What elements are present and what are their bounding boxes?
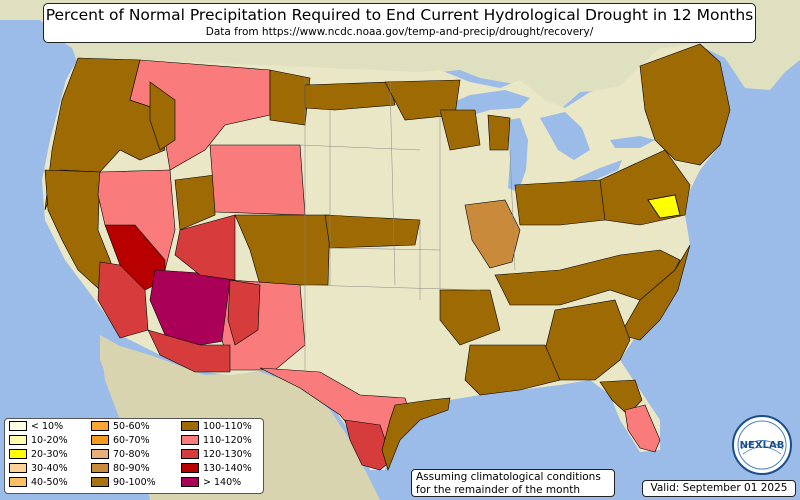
map-title: Percent of Normal Precipitation Required…: [45, 6, 754, 24]
drought-idaho: [149, 81, 176, 151]
drought-gulf-coast: [464, 344, 561, 396]
legend-swatch: [9, 420, 27, 431]
map-subtitle: Data from https://www.ncdc.noaa.gov/temp…: [205, 26, 594, 38]
legend-item: 100-110%: [181, 420, 252, 433]
nexlab-logo: NEXLAB: [732, 415, 792, 475]
legend-item: 60-70%: [91, 434, 150, 447]
lake-erie: [568, 160, 622, 182]
lake-ontario: [610, 136, 655, 148]
legend-swatch: [91, 476, 109, 487]
drought-south-texas: [344, 419, 393, 471]
assumption-note: Assuming climatological conditions for t…: [411, 469, 615, 497]
legend-swatch: [9, 448, 27, 459]
legend-swatch: [91, 434, 109, 445]
drought-western-new-mexico: [227, 279, 261, 346]
drought-nebraska: [324, 214, 421, 249]
drought-maryland: [647, 194, 681, 219]
legend-swatch: [9, 434, 27, 445]
drought-north-dakota: [304, 81, 396, 111]
legend-swatch: [181, 476, 199, 487]
legend-swatch: [181, 420, 199, 431]
legend-swatch: [9, 476, 27, 487]
lake-huron: [540, 112, 590, 160]
drought-florida-south: [624, 404, 661, 453]
legend-swatch: [9, 462, 27, 473]
title-box: Percent of Normal Precipitation Required…: [43, 3, 756, 43]
legend-item: 110-120%: [181, 434, 252, 447]
legend: < 10% 10-20% 20-30% 30-40% 40-50% 50-60%…: [4, 418, 264, 494]
legend-item: 20-30%: [9, 448, 68, 461]
legend-swatch: [181, 448, 199, 459]
legend-swatch: [181, 462, 199, 473]
drought-iowa-north: [439, 109, 481, 151]
state-borders: [299, 78, 516, 370]
lake-michigan: [508, 118, 528, 192]
legend-item: 50-60%: [91, 420, 150, 433]
drought-illinois-area: [464, 199, 521, 269]
legend-item: 130-140%: [181, 462, 252, 475]
drought-wyoming: [209, 144, 306, 216]
drought-arkansas: [439, 289, 501, 346]
drought-new-england: [639, 43, 731, 166]
legend-item: > 140%: [181, 476, 241, 489]
valid-date: Valid: September 01 2025: [642, 480, 796, 497]
drought-utah: [174, 174, 216, 231]
drought-michigan: [487, 114, 511, 151]
legend-swatch: [91, 448, 109, 459]
legend-item: < 10%: [9, 420, 63, 433]
legend-item: 80-90%: [91, 462, 150, 475]
legend-item: 10-20%: [9, 434, 68, 447]
legend-item: 120-130%: [181, 448, 252, 461]
legend-swatch: [91, 462, 109, 473]
legend-item: 70-80%: [91, 448, 150, 461]
drought-southeast-arizona: [147, 329, 231, 373]
legend-item: 40-50%: [9, 476, 68, 489]
drought-texas-gulf: [381, 397, 451, 471]
legend-item: 30-40%: [9, 462, 68, 475]
legend-swatch: [181, 434, 199, 445]
drought-montana-east: [269, 69, 311, 126]
legend-swatch: [91, 420, 109, 431]
legend-item: 90-100%: [91, 476, 156, 489]
logo-text: NEXLAB: [740, 440, 785, 451]
drought-southern-utah: [174, 214, 236, 281]
